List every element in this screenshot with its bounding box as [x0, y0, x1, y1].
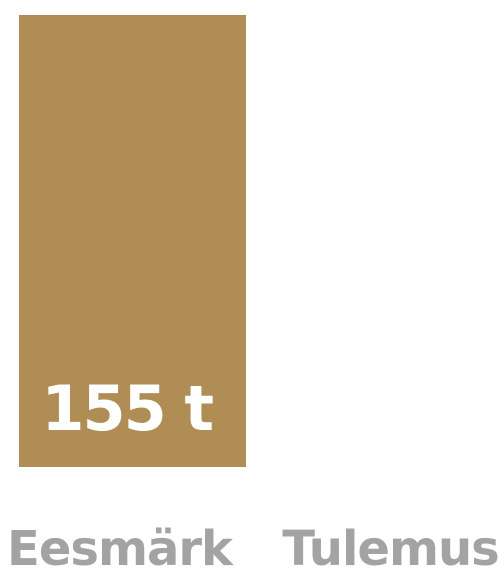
bars-layer	[19, 15, 246, 467]
category-label-0: Eesmärk	[7, 521, 234, 571]
category-label-1: Tulemus	[282, 521, 498, 571]
value-labels-layer: 155 t	[41, 372, 215, 445]
bar-0	[19, 15, 246, 467]
category-labels-layer: Eesmärk Tulemus	[7, 521, 499, 571]
bar-value-label-0: 155 t	[41, 372, 213, 445]
